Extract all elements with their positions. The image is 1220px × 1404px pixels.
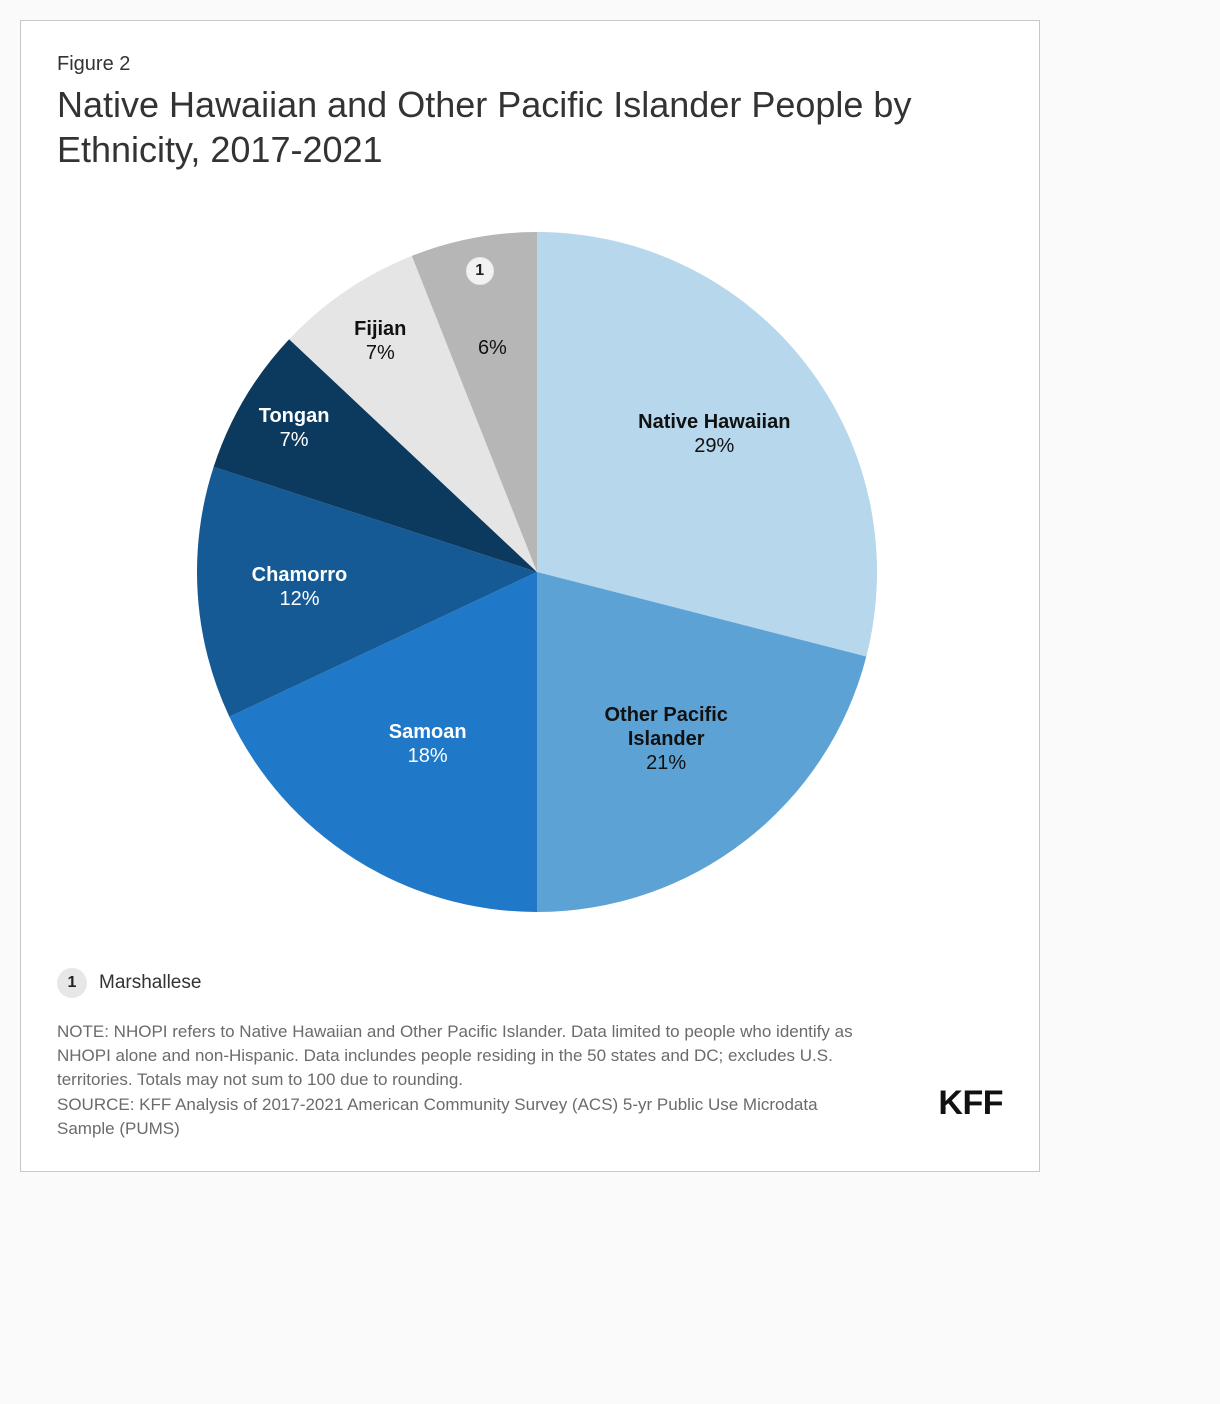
legend: 1 Marshallese: [57, 968, 1003, 998]
source-text: SOURCE: KFF Analysis of 2017-2021 Americ…: [57, 1093, 877, 1141]
legend-text: Marshallese: [99, 972, 201, 994]
pie-svg: [57, 192, 1017, 952]
figure-title: Native Hawaiian and Other Pacific Island…: [57, 82, 1003, 172]
brand-logo: KFF: [938, 1084, 1003, 1123]
legend-badge: 1: [57, 968, 87, 998]
figure-number: Figure 2: [57, 53, 1003, 76]
note-text: NOTE: NHOPI refers to Native Hawaiian an…: [57, 1020, 877, 1091]
figure-frame: Figure 2 Native Hawaiian and Other Pacif…: [20, 20, 1040, 1172]
notes-block: NOTE: NHOPI refers to Native Hawaiian an…: [57, 1020, 877, 1141]
pie-chart: Native Hawaiian29%Other PacificIslander2…: [57, 192, 1003, 952]
